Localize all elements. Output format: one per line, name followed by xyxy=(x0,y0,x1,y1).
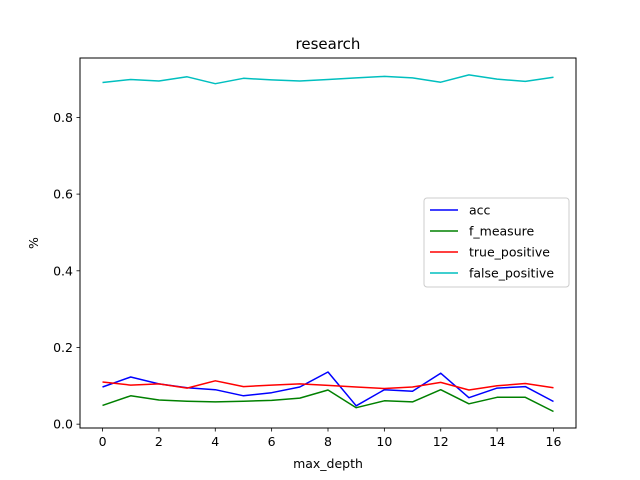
x-axis-label: max_depth xyxy=(293,456,363,471)
y-tick-label: 0.6 xyxy=(53,187,73,202)
y-tick-label: 0.0 xyxy=(53,417,73,432)
x-tick-label: 14 xyxy=(489,434,505,449)
y-axis-label: % xyxy=(26,237,41,249)
legend: acc f_measure true_positive false_positive xyxy=(424,198,569,287)
x-tick-label: 2 xyxy=(155,434,163,449)
x-tick-label: 16 xyxy=(546,434,562,449)
chart-title: research xyxy=(296,35,361,53)
series-line-false-positive xyxy=(103,75,554,84)
legend-label-f-measure: f_measure xyxy=(469,224,534,239)
y-tick-label: 0.4 xyxy=(53,263,73,278)
x-axis: 0 2 4 6 8 10 12 14 16 xyxy=(99,428,562,449)
x-tick-label: 6 xyxy=(268,434,276,449)
x-tick-label: 4 xyxy=(211,434,219,449)
legend-label-true-positive: true_positive xyxy=(469,245,550,260)
x-tick-label: 0 xyxy=(99,434,107,449)
series-line-true-positive xyxy=(103,381,554,390)
legend-label-false-positive: false_positive xyxy=(469,266,554,281)
y-axis: 0.0 0.2 0.4 0.6 0.8 xyxy=(53,110,80,432)
x-tick-label: 12 xyxy=(433,434,449,449)
series-line-f-measure xyxy=(103,390,554,412)
x-tick-label: 10 xyxy=(376,434,392,449)
y-tick-label: 0.2 xyxy=(53,340,73,355)
legend-label-acc: acc xyxy=(469,203,491,218)
y-tick-label: 0.8 xyxy=(53,110,73,125)
x-tick-label: 8 xyxy=(324,434,332,449)
